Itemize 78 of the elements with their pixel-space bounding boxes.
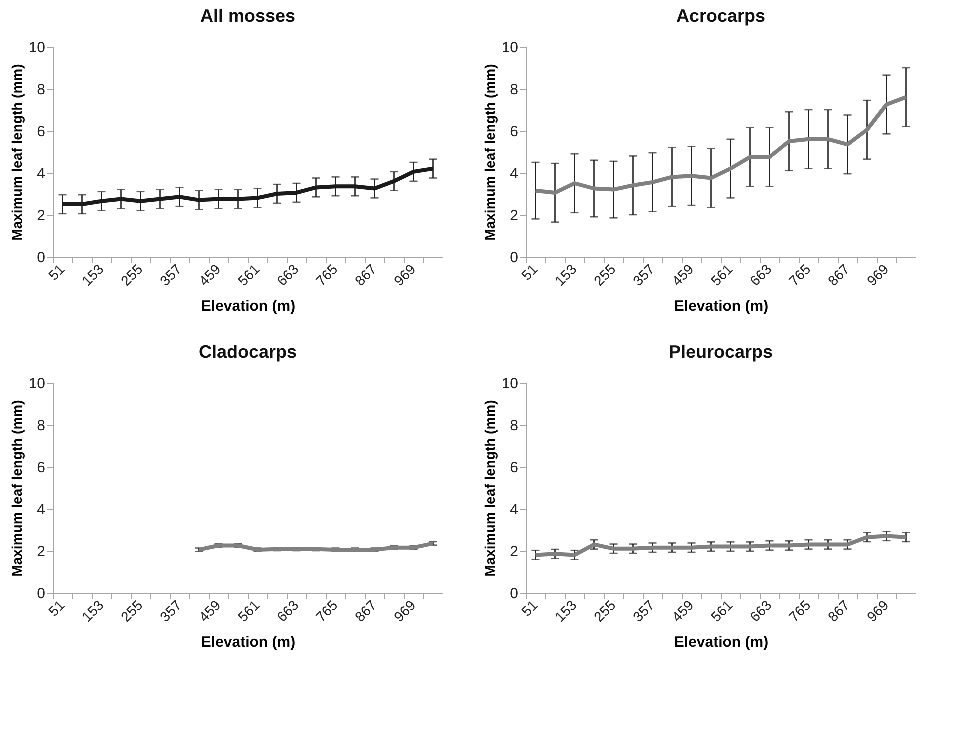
x-tick-label: 765 [786,596,814,625]
x-tick-label: 51 [45,260,68,284]
y-tick-label: 2 [510,544,518,560]
x-tick-label: 357 [630,260,658,289]
x-tick-label: 255 [118,260,146,289]
line-series [534,95,908,195]
y-tick-label: 0 [510,250,518,266]
y-tick-label: 8 [37,418,46,434]
y-tick-label: 6 [37,460,46,476]
x-tick-label: 357 [156,260,185,289]
x-tick-label: 561 [708,596,736,625]
y-tick-label: 0 [37,250,46,266]
x-tick-label: 867 [352,596,380,625]
x-tick-label: 357 [156,596,185,625]
y-tick-label: 8 [37,82,46,98]
x-tick-label: 459 [196,596,224,625]
x-tick-label: 51 [518,596,541,620]
x-tick-label: 867 [824,260,853,289]
x-tick-label: 51 [45,596,68,620]
x-tick-label: 153 [78,260,107,289]
x-tick-label: 663 [746,596,775,625]
y-tick-label: 0 [510,586,518,602]
x-tick-label: 765 [786,260,814,289]
chart-title: Cladocarps [198,342,298,362]
y-axis-title: Maximum leaf length (mm) [482,64,498,241]
y-tick-label: 6 [37,124,46,140]
x-tick-label: 663 [274,260,302,289]
x-tick-label: 663 [274,596,302,625]
x-tick-label: 765 [312,260,341,289]
y-axis-title: Maximum leaf length (mm) [8,400,25,577]
y-tick-label: 2 [510,208,518,224]
x-tick-label: 255 [590,596,619,625]
y-tick-label: 8 [510,418,518,434]
y-tick-label: 4 [37,166,46,182]
x-tick-label: 459 [196,260,224,289]
x-tick-label: 255 [590,260,619,289]
x-tick-label: 153 [552,596,580,625]
chart-title: Acrocarps [676,6,766,26]
x-axis-title: Elevation (m) [201,298,296,315]
y-tick-label: 2 [37,544,46,560]
x-tick-label: 969 [864,260,892,289]
y-tick-label: 6 [510,460,518,476]
y-tick-label: 4 [510,166,518,182]
y-tick-label: 10 [28,40,46,56]
x-axis-title: Elevation (m) [201,634,296,651]
y-tick-label: 6 [510,124,518,140]
x-tick-label: 561 [234,260,263,289]
x-tick-label: 969 [864,596,892,625]
y-axis-title: Maximum leaf length (mm) [482,400,498,577]
x-tick-label: 51 [518,260,541,284]
x-axis-title: Elevation (m) [674,298,769,315]
y-tick-label: 10 [502,376,518,392]
y-tick-label: 4 [510,502,518,518]
y-tick-label: 10 [502,40,518,56]
y-tick-label: 0 [37,586,46,602]
x-tick-label: 867 [824,596,853,625]
x-axis-title: Elevation (m) [674,634,769,651]
x-tick-label: 969 [390,596,419,625]
x-tick-label: 969 [390,260,419,289]
y-axis-title: Maximum leaf length (mm) [8,64,25,241]
x-tick-label: 357 [630,596,658,625]
x-tick-label: 561 [708,260,736,289]
y-tick-label: 8 [510,82,518,98]
x-tick-label: 153 [78,596,107,625]
y-tick-label: 10 [28,376,46,392]
x-tick-label: 153 [552,260,580,289]
x-tick-label: 255 [118,596,146,625]
x-tick-label: 663 [746,260,775,289]
x-tick-label: 765 [312,596,341,625]
line-series [534,534,908,558]
y-tick-label: 4 [37,502,46,518]
chart-title: All mosses [200,6,296,26]
x-tick-label: 561 [234,596,263,625]
y-tick-label: 2 [37,208,46,224]
x-tick-label: 867 [352,260,380,289]
chart-title: Pleurocarps [668,342,774,362]
x-tick-label: 459 [668,260,697,289]
x-tick-label: 459 [668,596,697,625]
